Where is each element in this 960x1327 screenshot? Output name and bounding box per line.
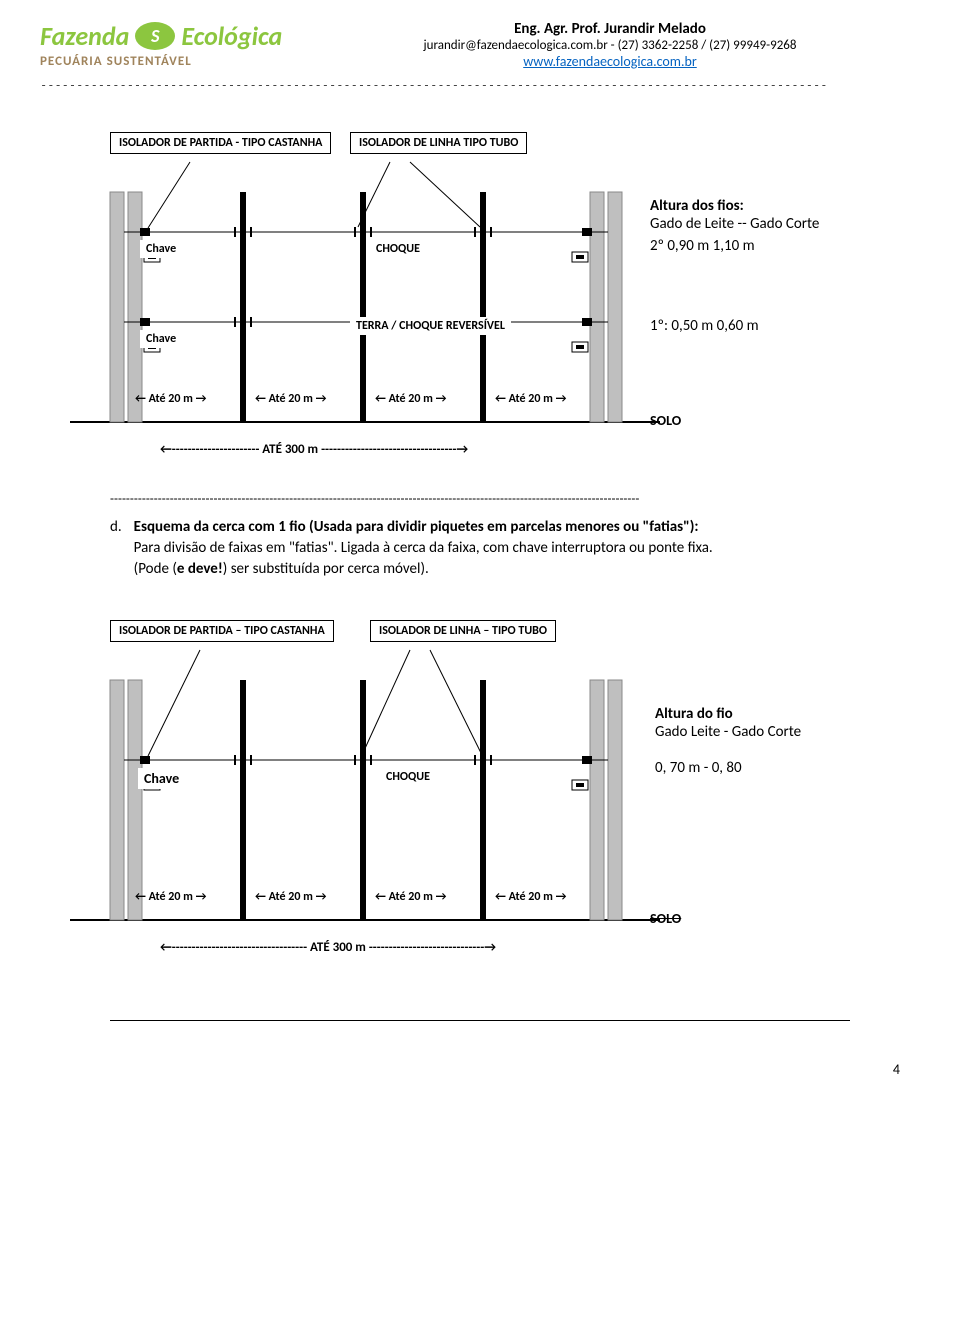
altura-block-2: Altura do fio Gado Leite - Gado Corte 0,… [655,705,801,777]
solo-1: SOLO [650,412,681,429]
altura-row2: 2º 0,90 m 1,10 m [650,237,819,255]
altura-title-2: Altura do fio [655,705,801,723]
solo-2: SOLO [650,910,681,927]
dist-2a: ← Até 20 m → [135,890,206,904]
dist-2d: ← Até 20 m → [495,890,566,904]
section-separator: ----------------------------------------… [110,492,850,507]
page-header: Fazenda S Ecológica PECUÁRIA SUSTENTÁVEL… [40,20,920,70]
fence-svg-1 [40,122,920,482]
callout-isolador-linha-2: ISOLADOR DE LINHA – TIPO TUBO [370,620,556,642]
bottom-rule [110,1020,850,1021]
dist-2b: ← Até 20 m → [255,890,326,904]
chave-label-1a: Chave [140,240,182,258]
page-number: 4 [40,1061,920,1078]
altura-sub-1: Gado de Leite -- Gado Corte [650,215,819,233]
callout-isolador-linha: ISOLADOR DE LINHA TIPO TUBO [350,132,527,154]
section-d-line2: Para divisão de faixas em "fatias". Liga… [134,539,713,557]
altura-title-1: Altura dos fios: [650,197,819,215]
website-link[interactable]: www.fazendaecologica.com.br [523,53,697,70]
logo: Fazenda S Ecológica PECUÁRIA SUSTENTÁVEL [40,20,300,69]
section-d-line3b: e deve! [177,560,223,578]
ate300-1: ←---------------------- ATÉ 300 m ------… [160,442,468,457]
section-d-text: d. Esquema da cerca com 1 fio (Usada par… [110,517,850,580]
section-d-line3a: (Pode ( [134,560,177,578]
dist-1d: ← Até 20 m → [495,392,566,406]
altura-sub-2: Gado Leite - Gado Corte [655,723,801,741]
logo-circle-icon: S [135,22,175,50]
author-contact: jurandir@fazendaecologica.com.br - (27) … [300,38,920,53]
author-name: Eng. Agr. Prof. Jurandir Melado [300,20,920,38]
dist-1c: ← Até 20 m → [375,392,446,406]
item-d-label: d. [110,517,122,580]
fence-diagram-2-wires: ISOLADOR DE PARTIDA - TIPO CASTANHA ISOL… [40,122,920,482]
fence-diagram-1-wire: ISOLADOR DE PARTIDA – TIPO CASTANHA ISOL… [40,610,920,990]
section-d-line3c: ) ser substituída por cerca móvel). [223,560,429,578]
dist-2c: ← Até 20 m → [375,890,446,904]
header-contact: Eng. Agr. Prof. Jurandir Melado jurandir… [300,20,920,70]
choque-label-1: CHOQUE [370,240,426,258]
terra-label: TERRA / CHOQUE REVERSÍVEL [350,317,511,335]
dist-1a: ← Até 20 m → [135,392,206,406]
section-d-line1: Esquema da cerca com 1 fio (Usada para d… [134,518,699,536]
altura-row1: 1º: 0,50 m 0,60 m [650,317,759,335]
header-separator: ----------------------------------------… [40,78,920,92]
altura-row-2: 0, 70 m - 0, 80 [655,759,801,777]
fence-svg-2 [40,610,920,990]
callout-isolador-partida: ISOLADOR DE PARTIDA - TIPO CASTANHA [110,132,331,154]
dist-1b: ← Até 20 m → [255,392,326,406]
logo-subtitle: PECUÁRIA SUSTENTÁVEL [40,54,300,69]
chave-label-2: Chave [138,768,185,789]
logo-ecologica: Ecológica [181,20,282,52]
callout-isolador-partida-2: ISOLADOR DE PARTIDA – TIPO CASTANHA [110,620,334,642]
chave-label-1b: Chave [140,330,182,348]
choque-label-2: CHOQUE [380,768,436,786]
logo-fazenda: Fazenda [40,20,129,52]
ate300-2: ←---------------------------------- ATÉ … [160,940,496,955]
altura-block-1: Altura dos fios: Gado de Leite -- Gado C… [650,197,819,255]
